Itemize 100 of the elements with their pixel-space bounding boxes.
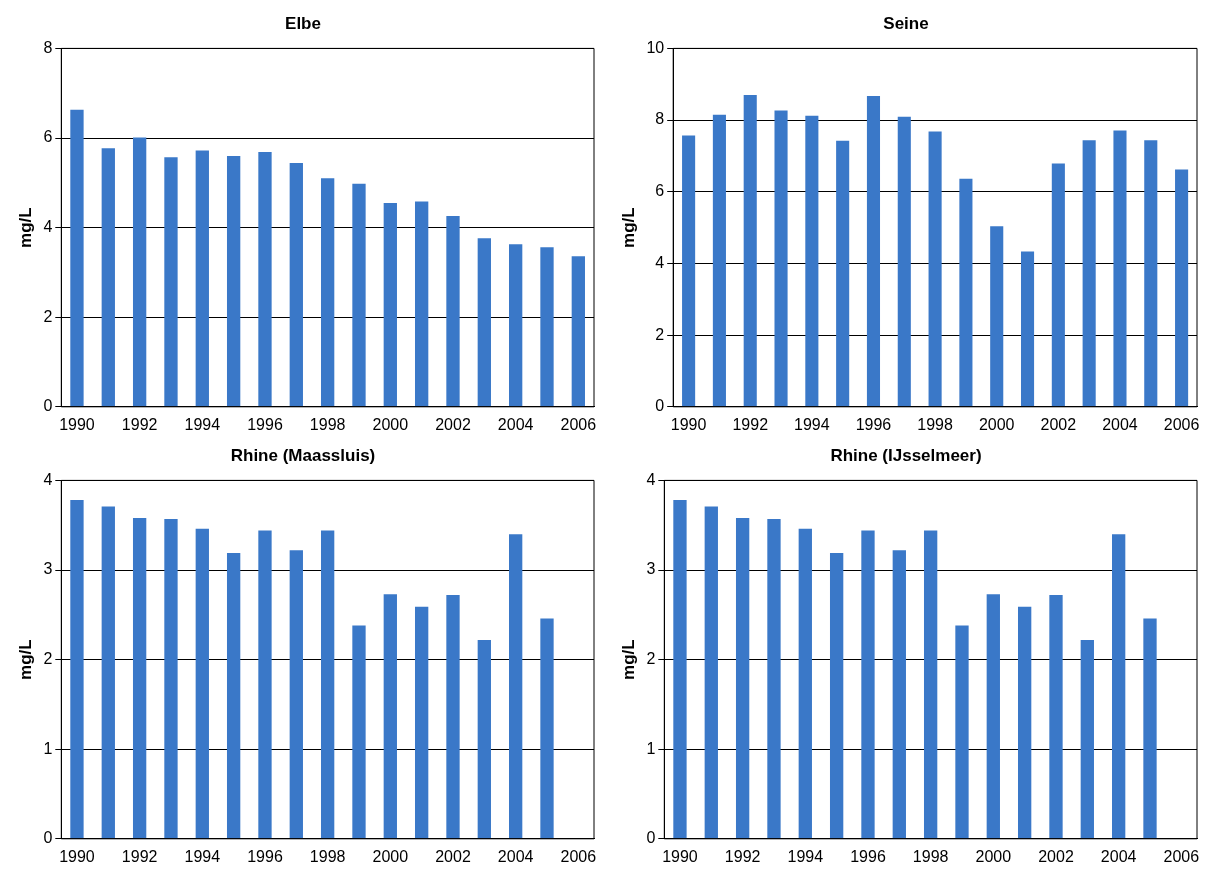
bar <box>928 131 942 407</box>
bar <box>682 135 696 407</box>
bar <box>132 518 147 839</box>
bar <box>101 148 115 407</box>
bar <box>415 201 429 407</box>
bar <box>289 550 303 839</box>
bar <box>540 618 554 839</box>
x-tick-label: 1994 <box>787 847 824 865</box>
bar <box>866 96 881 407</box>
bar <box>923 530 938 839</box>
y-tick-label: 0 <box>43 397 53 415</box>
y-axis-title: mg/L <box>15 207 35 248</box>
bar <box>1080 639 1094 839</box>
bar <box>415 606 429 839</box>
x-tick-label: 2004 <box>497 847 534 865</box>
x-tick-label: 1992 <box>121 415 158 433</box>
bar <box>990 226 1004 407</box>
bar <box>1020 251 1035 407</box>
bar <box>320 530 335 839</box>
bar <box>132 137 147 407</box>
x-tick-label: 1998 <box>917 415 953 433</box>
y-tick-label: 4 <box>655 253 665 271</box>
x-tick-label: 2002 <box>1040 415 1077 433</box>
bar <box>861 530 875 839</box>
bar <box>1018 606 1032 839</box>
x-tick-label: 2000 <box>975 847 1012 865</box>
y-axis-title: mg/L <box>15 639 35 680</box>
bar <box>509 244 523 407</box>
bar <box>258 530 272 839</box>
bar <box>1144 140 1158 407</box>
bar <box>897 116 911 407</box>
x-tick-label: 2004 <box>1100 847 1137 865</box>
y-tick-label: 2 <box>43 650 53 668</box>
y-tick-label: 3 <box>43 560 53 578</box>
x-tick-label: 2004 <box>497 415 534 433</box>
x-tick-label: 1990 <box>59 415 95 433</box>
x-tick-label: 2002 <box>435 847 471 865</box>
x-tick-label: 1996 <box>247 847 283 865</box>
bar <box>986 594 1000 839</box>
bar <box>1082 140 1096 407</box>
bar <box>829 552 844 839</box>
y-tick-label: 0 <box>646 829 656 847</box>
y-tick-label: 4 <box>646 470 656 488</box>
x-tick-label: 2006 <box>560 415 597 433</box>
bar <box>673 500 687 839</box>
y-axis-title: mg/L <box>618 207 638 248</box>
bar <box>164 157 178 407</box>
x-tick-label: 1994 <box>184 415 221 433</box>
bar <box>70 500 84 839</box>
y-tick-label: 6 <box>43 128 53 146</box>
bar <box>836 140 850 407</box>
x-tick-label: 2000 <box>372 847 409 865</box>
y-tick-label: 8 <box>43 38 53 56</box>
x-tick-label: 1992 <box>121 847 158 865</box>
x-tick-label: 1996 <box>247 415 283 433</box>
bar <box>352 625 366 839</box>
y-tick-label: 1 <box>43 739 53 757</box>
y-tick-label: 10 <box>646 38 665 56</box>
chart-title: Rhine (Maassluis) <box>230 445 376 465</box>
x-tick-label: 1998 <box>912 847 949 865</box>
y-tick-label: 0 <box>655 397 665 415</box>
bar <box>1113 130 1127 407</box>
bar <box>1051 163 1065 407</box>
y-tick-label: 6 <box>655 182 665 200</box>
bar <box>1112 534 1126 839</box>
bar <box>743 94 757 407</box>
chart-title: Seine <box>883 13 929 33</box>
x-tick-label: 1996 <box>850 847 886 865</box>
x-tick-label: 1990 <box>59 847 95 865</box>
bar <box>258 151 272 407</box>
bar <box>571 256 585 407</box>
y-tick-label: 2 <box>646 650 656 668</box>
x-tick-label: 2002 <box>435 415 471 433</box>
bar <box>892 550 906 839</box>
bar <box>320 178 335 407</box>
bar <box>1143 618 1157 839</box>
bar <box>383 202 397 407</box>
bar <box>1049 595 1063 839</box>
y-tick-label: 1 <box>646 739 656 757</box>
bar <box>477 238 491 407</box>
bar <box>735 518 750 839</box>
bar <box>289 163 303 407</box>
bar <box>955 625 969 839</box>
bar <box>805 115 819 407</box>
x-tick-label: 2006 <box>1163 847 1200 865</box>
bar <box>1175 169 1189 407</box>
bar <box>540 247 554 407</box>
bar <box>798 528 812 839</box>
chart-title: Rhine (IJsselmeer) <box>830 445 982 465</box>
chart-title: Elbe <box>285 13 321 33</box>
x-tick-label: 2002 <box>1038 847 1074 865</box>
y-tick-label: 0 <box>43 829 53 847</box>
x-tick-label: 2006 <box>1163 415 1200 433</box>
bar <box>70 109 84 407</box>
x-tick-label: 1990 <box>662 847 698 865</box>
bar <box>164 518 178 839</box>
y-tick-label: 8 <box>655 110 665 128</box>
bar <box>383 594 397 839</box>
x-tick-label: 1992 <box>724 847 761 865</box>
bar <box>477 639 491 839</box>
